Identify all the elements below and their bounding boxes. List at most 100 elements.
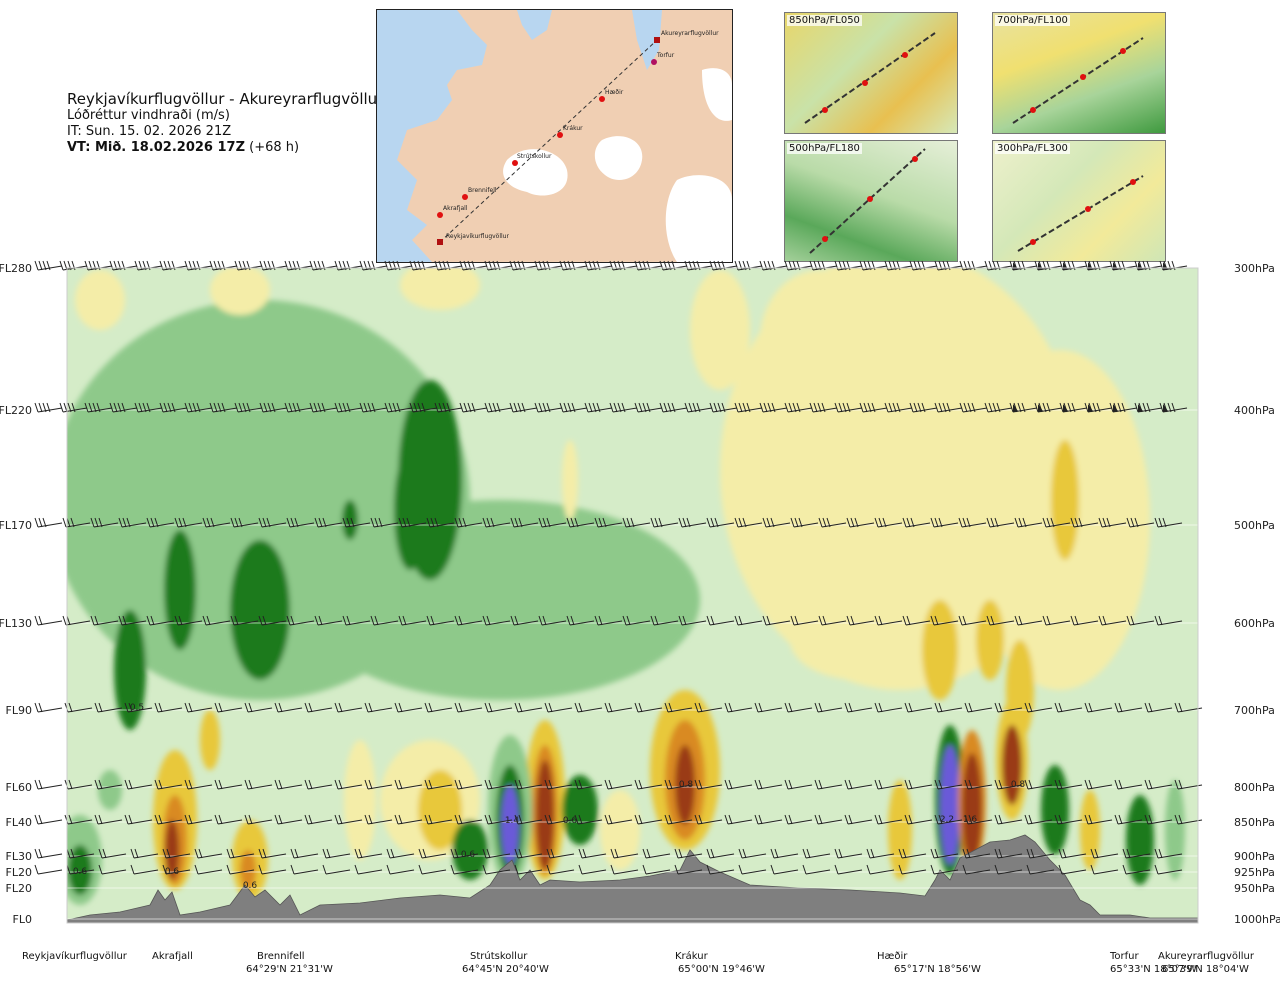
wind-barb bbox=[846, 615, 875, 626]
wind-barb bbox=[574, 814, 603, 825]
wind-barb bbox=[574, 702, 603, 713]
wind-barb bbox=[258, 517, 287, 528]
wind-barb bbox=[964, 779, 993, 790]
wind-barb bbox=[184, 260, 213, 271]
field-cell bbox=[232, 820, 268, 900]
panel-700hpa[interactable]: 700hPa/FL100 bbox=[992, 12, 1166, 134]
wind-barb bbox=[622, 517, 651, 528]
field-cell bbox=[164, 530, 196, 650]
wind-barb bbox=[454, 615, 483, 626]
wind-barb bbox=[214, 779, 243, 790]
field-cell bbox=[344, 740, 376, 860]
wind-barb bbox=[986, 517, 1015, 528]
wind-barb bbox=[694, 814, 723, 825]
panel-500hpa-label: 500hPa/FL180 bbox=[787, 143, 862, 154]
panel-500hpa-route bbox=[809, 148, 926, 254]
wind-barb bbox=[514, 848, 543, 859]
wind-barb bbox=[370, 615, 399, 626]
wind-barb bbox=[1014, 517, 1043, 528]
wind-barb bbox=[650, 517, 679, 528]
wind-barb bbox=[334, 260, 363, 271]
wind-barb bbox=[90, 517, 119, 528]
wind-barb bbox=[309, 260, 338, 271]
wind-barb bbox=[734, 260, 763, 271]
map-route-line bbox=[439, 39, 658, 243]
wind-barb bbox=[584, 402, 613, 413]
wind-barb bbox=[1154, 615, 1183, 626]
panel-300hpa[interactable]: 300hPa/FL300 bbox=[992, 140, 1166, 262]
wind-barb bbox=[1058, 864, 1087, 875]
y-right-tick-label: 600hPa bbox=[1234, 617, 1275, 630]
wind-barb bbox=[909, 402, 938, 413]
map-label-akrafjall: Akrafjall bbox=[443, 205, 468, 212]
wind-barb bbox=[609, 402, 638, 413]
wind-barb bbox=[34, 517, 63, 528]
wind-barb bbox=[994, 779, 1023, 790]
field-cell bbox=[300, 500, 700, 700]
wind-barb bbox=[66, 864, 95, 875]
wind-barb bbox=[984, 260, 1013, 271]
issue-time: IT: Sun. 15. 02. 2026 21Z bbox=[67, 124, 232, 139]
wind-barb bbox=[454, 779, 483, 790]
wind-barb bbox=[1134, 402, 1163, 413]
wind-barb bbox=[814, 779, 843, 790]
panel-850hpa-label: 850hPa/FL050 bbox=[787, 15, 862, 26]
wind-barb bbox=[859, 260, 888, 271]
field-cell bbox=[790, 600, 930, 680]
wind-barb bbox=[594, 517, 623, 528]
wind-barb bbox=[426, 615, 455, 626]
wind-barb bbox=[770, 848, 799, 859]
wind-barb bbox=[934, 260, 963, 271]
wind-barb bbox=[34, 615, 63, 626]
x-tick-coordinate: 65°17'N 18°56'W bbox=[894, 964, 981, 975]
field-cell bbox=[760, 270, 880, 410]
wind-barb bbox=[724, 814, 753, 825]
contour-label: 0.8 bbox=[1011, 780, 1026, 790]
field-cell bbox=[525, 720, 565, 880]
wind-barb bbox=[274, 702, 303, 713]
wind-barb bbox=[1026, 848, 1055, 859]
wind-barb bbox=[844, 779, 873, 790]
wind-barb bbox=[418, 864, 447, 875]
wind-barb bbox=[454, 814, 483, 825]
wind-barb bbox=[418, 848, 447, 859]
x-tick-label: Reykjavíkurflugvöllur bbox=[22, 951, 127, 962]
wind-barb bbox=[94, 814, 123, 825]
wind-barb bbox=[118, 517, 147, 528]
wind-barb bbox=[234, 260, 263, 271]
field-cell bbox=[1041, 765, 1069, 855]
y-right-tick-label: 800hPa bbox=[1234, 781, 1275, 794]
wind-barb bbox=[724, 702, 753, 713]
wind-barb bbox=[622, 615, 651, 626]
wind-barb bbox=[304, 702, 333, 713]
wind-barb bbox=[790, 517, 819, 528]
field-cell bbox=[400, 268, 480, 310]
wind-barb bbox=[538, 517, 567, 528]
wind-barb bbox=[694, 779, 723, 790]
panel-850hpa[interactable]: 850hPa/FL050 bbox=[784, 12, 958, 134]
wind-barb bbox=[866, 864, 895, 875]
y-left-tick-label: FL20 bbox=[6, 866, 32, 879]
wind-barb bbox=[322, 864, 351, 875]
wind-barb bbox=[234, 402, 263, 413]
wind-barb bbox=[484, 779, 513, 790]
plot-frame bbox=[66, 267, 1199, 924]
wind-barb bbox=[559, 402, 588, 413]
wind-barb bbox=[1159, 260, 1188, 271]
field-cell bbox=[600, 790, 640, 870]
wind-barb bbox=[194, 864, 223, 875]
wind-barb bbox=[706, 864, 735, 875]
panel-500hpa[interactable]: 500hPa/FL180 bbox=[784, 140, 958, 262]
field-cell bbox=[675, 745, 695, 825]
wind-barb bbox=[59, 260, 88, 271]
map-label-krakur: Krákur bbox=[563, 125, 583, 132]
wind-barb bbox=[98, 848, 127, 859]
y-left-tick-label: FL20 bbox=[6, 882, 32, 895]
wind-barb bbox=[958, 615, 987, 626]
wind-barb bbox=[578, 864, 607, 875]
wind-barb bbox=[482, 517, 511, 528]
field-cell bbox=[75, 270, 125, 330]
contour-label: 0.6 bbox=[461, 850, 476, 860]
wind-barb bbox=[214, 702, 243, 713]
wind-barb bbox=[1134, 260, 1163, 271]
